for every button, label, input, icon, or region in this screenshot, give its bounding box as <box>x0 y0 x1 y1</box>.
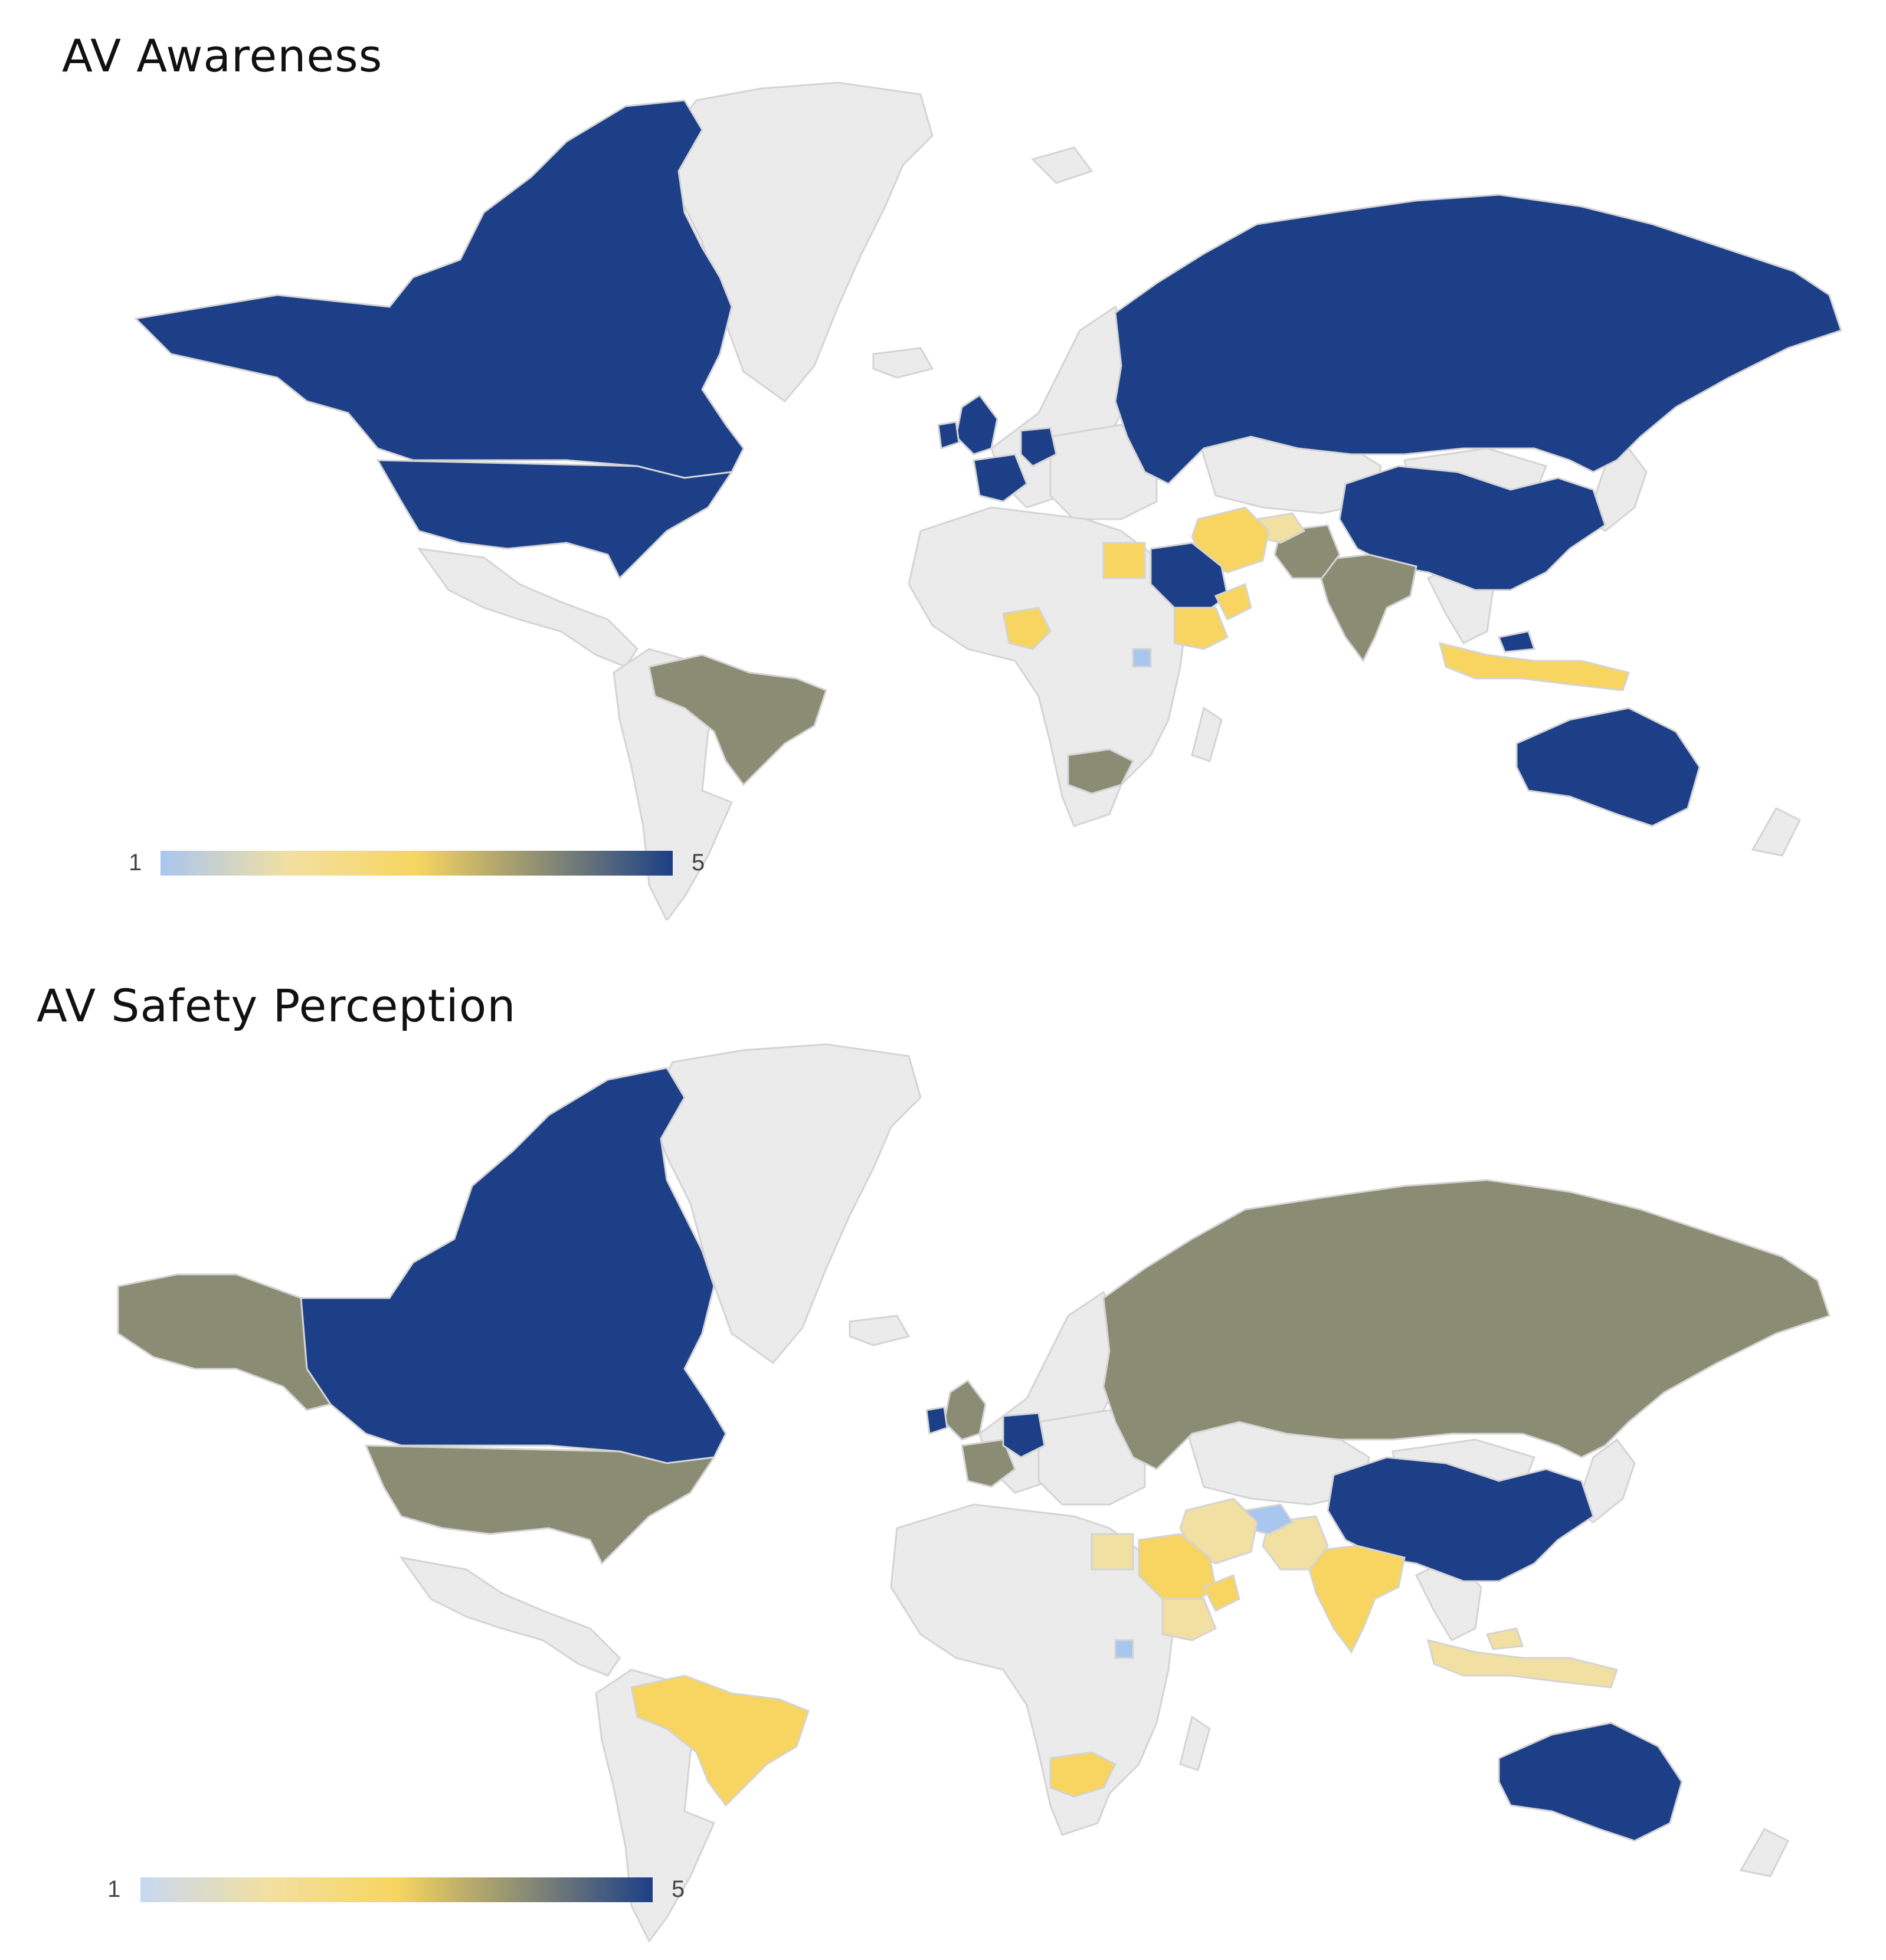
legend-min-label: 1 <box>107 1876 121 1902</box>
av-safety-perception-map-panel: AV Safety Perception <box>0 944 1886 1947</box>
country-germany <box>1002 1412 1046 1458</box>
mexico-central-america <box>399 1556 621 1677</box>
country-canada <box>133 99 745 479</box>
greenland <box>648 1043 922 1365</box>
map-title: AV Awareness <box>62 30 383 82</box>
base-land <box>399 1043 1790 1943</box>
svalbard <box>1031 146 1093 184</box>
country-australia <box>1498 1722 1683 1842</box>
iceland <box>849 1315 911 1346</box>
country-russia <box>1102 1179 1831 1470</box>
africa-rest <box>908 506 1187 827</box>
country-united-states <box>364 1444 716 1565</box>
base-land <box>417 81 1802 920</box>
country-saudi-arabia <box>1138 1533 1217 1606</box>
country-france <box>973 453 1028 503</box>
map-title: AV Safety Perception <box>37 979 516 1032</box>
country-south-africa <box>1067 748 1135 795</box>
country-shapes <box>117 1067 1831 1842</box>
country-egypt <box>1091 1533 1134 1571</box>
country-egypt <box>1102 542 1146 579</box>
country-uganda <box>1132 648 1152 668</box>
country-united-kingdom <box>943 1379 987 1441</box>
madagascar <box>1179 1715 1211 1771</box>
iceland <box>872 347 934 379</box>
country-shapes <box>133 99 1842 827</box>
country-nigeria <box>1002 607 1052 650</box>
country-malaysia <box>1485 1627 1524 1650</box>
world-map <box>133 81 1842 920</box>
country-australia <box>1515 707 1701 827</box>
av-awareness-map-panel: AV Awareness <box>0 0 1886 920</box>
country-ireland <box>937 421 960 450</box>
country-united-kingdom <box>955 394 998 455</box>
country-oman <box>1214 582 1252 621</box>
country-ethiopia <box>1161 1598 1217 1641</box>
country-iran <box>1179 1497 1258 1565</box>
country-brazil <box>630 1674 810 1807</box>
country-indonesia <box>1426 1638 1618 1689</box>
country-malaysia <box>1497 630 1536 653</box>
legend-color-scale <box>140 1877 653 1902</box>
legend-color-scale <box>161 851 673 876</box>
country-oman <box>1202 1574 1240 1612</box>
mexico-central-america <box>417 548 639 668</box>
country-russia <box>1114 194 1842 485</box>
country-united-states <box>376 459 734 580</box>
legend-min-label: 1 <box>129 850 142 876</box>
country-indonesia <box>1438 641 1630 691</box>
world-map <box>117 1043 1831 1943</box>
legend-max-label: 5 <box>672 1876 685 1902</box>
new-zealand <box>1751 807 1802 857</box>
country-ethiopia <box>1173 607 1229 650</box>
country-south-africa <box>1049 1751 1117 1798</box>
new-zealand <box>1739 1828 1790 1877</box>
legend-max-label: 5 <box>692 850 705 876</box>
country-brazil <box>648 654 827 786</box>
country-uganda <box>1114 1639 1134 1659</box>
country-india <box>1315 553 1417 663</box>
country-saudi-arabia <box>1150 542 1229 615</box>
country-france <box>961 1438 1016 1488</box>
country-india <box>1303 1545 1406 1654</box>
country-germany <box>1020 427 1057 467</box>
madagascar <box>1191 706 1223 762</box>
country-ireland <box>925 1406 948 1435</box>
country-canada <box>300 1067 727 1464</box>
country-alaska <box>117 1273 332 1411</box>
country-iran <box>1191 506 1270 573</box>
